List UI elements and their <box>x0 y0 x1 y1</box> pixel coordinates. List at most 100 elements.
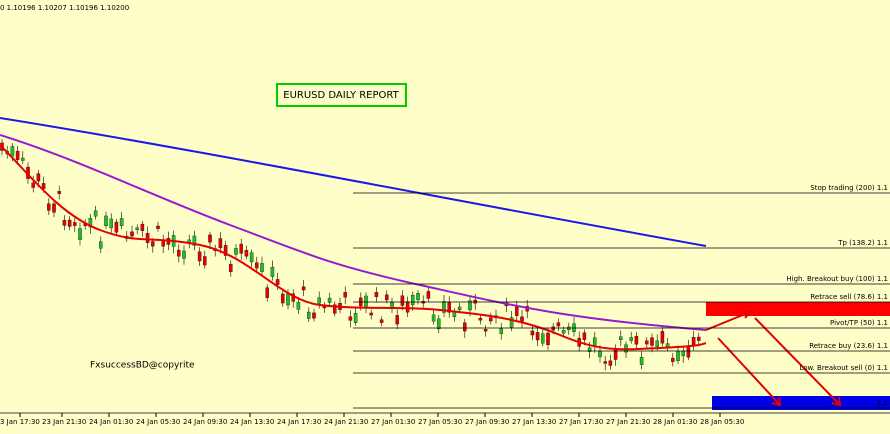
candle-body <box>244 250 249 257</box>
candle-body <box>535 332 540 341</box>
time-label: 24 Jan 13:30 <box>230 418 274 426</box>
candle-body <box>223 245 228 256</box>
candle-body <box>395 315 399 325</box>
candle-body <box>468 300 472 311</box>
arrow-down-2 <box>754 317 842 407</box>
candle-body <box>463 322 467 332</box>
ma-slow <box>0 117 707 247</box>
candle-body <box>286 293 290 306</box>
candle-body <box>182 250 186 259</box>
candle-body <box>489 317 493 322</box>
watermark: FxsuccessBD@copyrite <box>90 361 195 371</box>
level-label: Tp (138.2) 1.1 <box>837 239 888 247</box>
candle-body <box>343 292 347 298</box>
candle-body <box>541 333 545 344</box>
candle-body <box>307 311 311 319</box>
candle-body <box>52 203 56 213</box>
arrows <box>705 311 842 407</box>
candle-body <box>676 351 680 362</box>
time-label: 28 Jan 05:30 <box>700 418 744 426</box>
level-label: Retrace sell (78.6) 1.1 <box>810 293 888 301</box>
time-label: 27 Jan 01:30 <box>371 418 415 426</box>
candle-body <box>608 360 613 366</box>
candle-body <box>442 301 446 313</box>
candle-body <box>177 249 181 257</box>
time-label: 23 Jan 21:30 <box>42 418 86 426</box>
candle-body <box>36 173 41 182</box>
candle-body <box>369 312 373 316</box>
candle-body <box>265 287 269 298</box>
candle-body <box>416 293 420 301</box>
ma-medium <box>0 134 707 331</box>
time-label: 27 Jan 17:30 <box>559 418 603 426</box>
candle-body <box>218 238 223 249</box>
candle-body <box>639 357 644 365</box>
candle-body <box>10 146 15 157</box>
candle-body <box>671 357 675 362</box>
time-label: 28 Jan 01:30 <box>653 418 697 426</box>
candles <box>0 138 701 371</box>
sell-zone <box>706 302 890 316</box>
candle-body <box>697 336 701 341</box>
candle-body <box>114 221 119 233</box>
candle-body <box>109 218 113 229</box>
candle-body <box>78 228 82 240</box>
time-label: 24 Jan 21:30 <box>324 418 368 426</box>
candle-body <box>660 331 665 344</box>
candle-body <box>551 326 555 331</box>
candle-body <box>249 252 254 263</box>
candle-body <box>509 317 514 328</box>
time-label: 27 Jan 09:30 <box>465 418 509 426</box>
candle-body <box>400 295 405 306</box>
candle-body <box>130 231 134 237</box>
candle-body <box>457 306 462 311</box>
candle-body <box>145 233 150 243</box>
candle-body <box>546 332 550 346</box>
candle-body <box>603 361 607 364</box>
candle-body <box>686 345 691 358</box>
candle-body <box>197 251 202 262</box>
candle-body <box>431 314 436 322</box>
candle-body <box>567 326 571 331</box>
candle-body <box>270 267 275 277</box>
candle-body <box>31 182 35 188</box>
candle-body <box>374 292 379 297</box>
candle-body <box>234 248 238 255</box>
ma-fast <box>0 144 707 351</box>
level-label: Stop trading (200) 1.1 <box>810 184 888 192</box>
time-label: 27 Jan 21:30 <box>606 418 650 426</box>
title-box <box>276 83 407 107</box>
candle-body <box>561 330 566 334</box>
candle-body <box>203 256 207 266</box>
candle-body <box>229 263 233 272</box>
candle-body <box>437 318 441 330</box>
candle-body <box>582 332 587 340</box>
candle-body <box>47 203 51 211</box>
candle-body <box>281 293 285 304</box>
candle-body <box>645 340 649 345</box>
candle-body <box>665 343 670 347</box>
candle-body <box>73 222 77 226</box>
candle-body <box>613 348 618 360</box>
candle-body <box>447 302 451 313</box>
candle-body <box>483 329 488 332</box>
candle-body <box>348 316 353 321</box>
candle-body <box>260 263 264 272</box>
candle-body <box>650 337 654 346</box>
candle-body <box>629 337 633 341</box>
time-label: 24 Jan 01:30 <box>89 418 133 426</box>
candle-body <box>556 322 561 327</box>
candle-body <box>530 330 535 336</box>
candle-body <box>515 306 519 316</box>
time-label: 3 Jan 17:30 <box>0 418 40 426</box>
candle-body <box>296 301 301 310</box>
candle-body <box>327 297 332 303</box>
candle-body <box>520 316 524 322</box>
report-title: EURUSD DAILY REPORT <box>283 90 399 101</box>
candle-body <box>275 279 280 285</box>
candle-body <box>655 340 659 348</box>
candle-body <box>587 347 592 352</box>
candle-body <box>151 241 155 247</box>
time-label: 27 Jan 05:30 <box>418 418 462 426</box>
